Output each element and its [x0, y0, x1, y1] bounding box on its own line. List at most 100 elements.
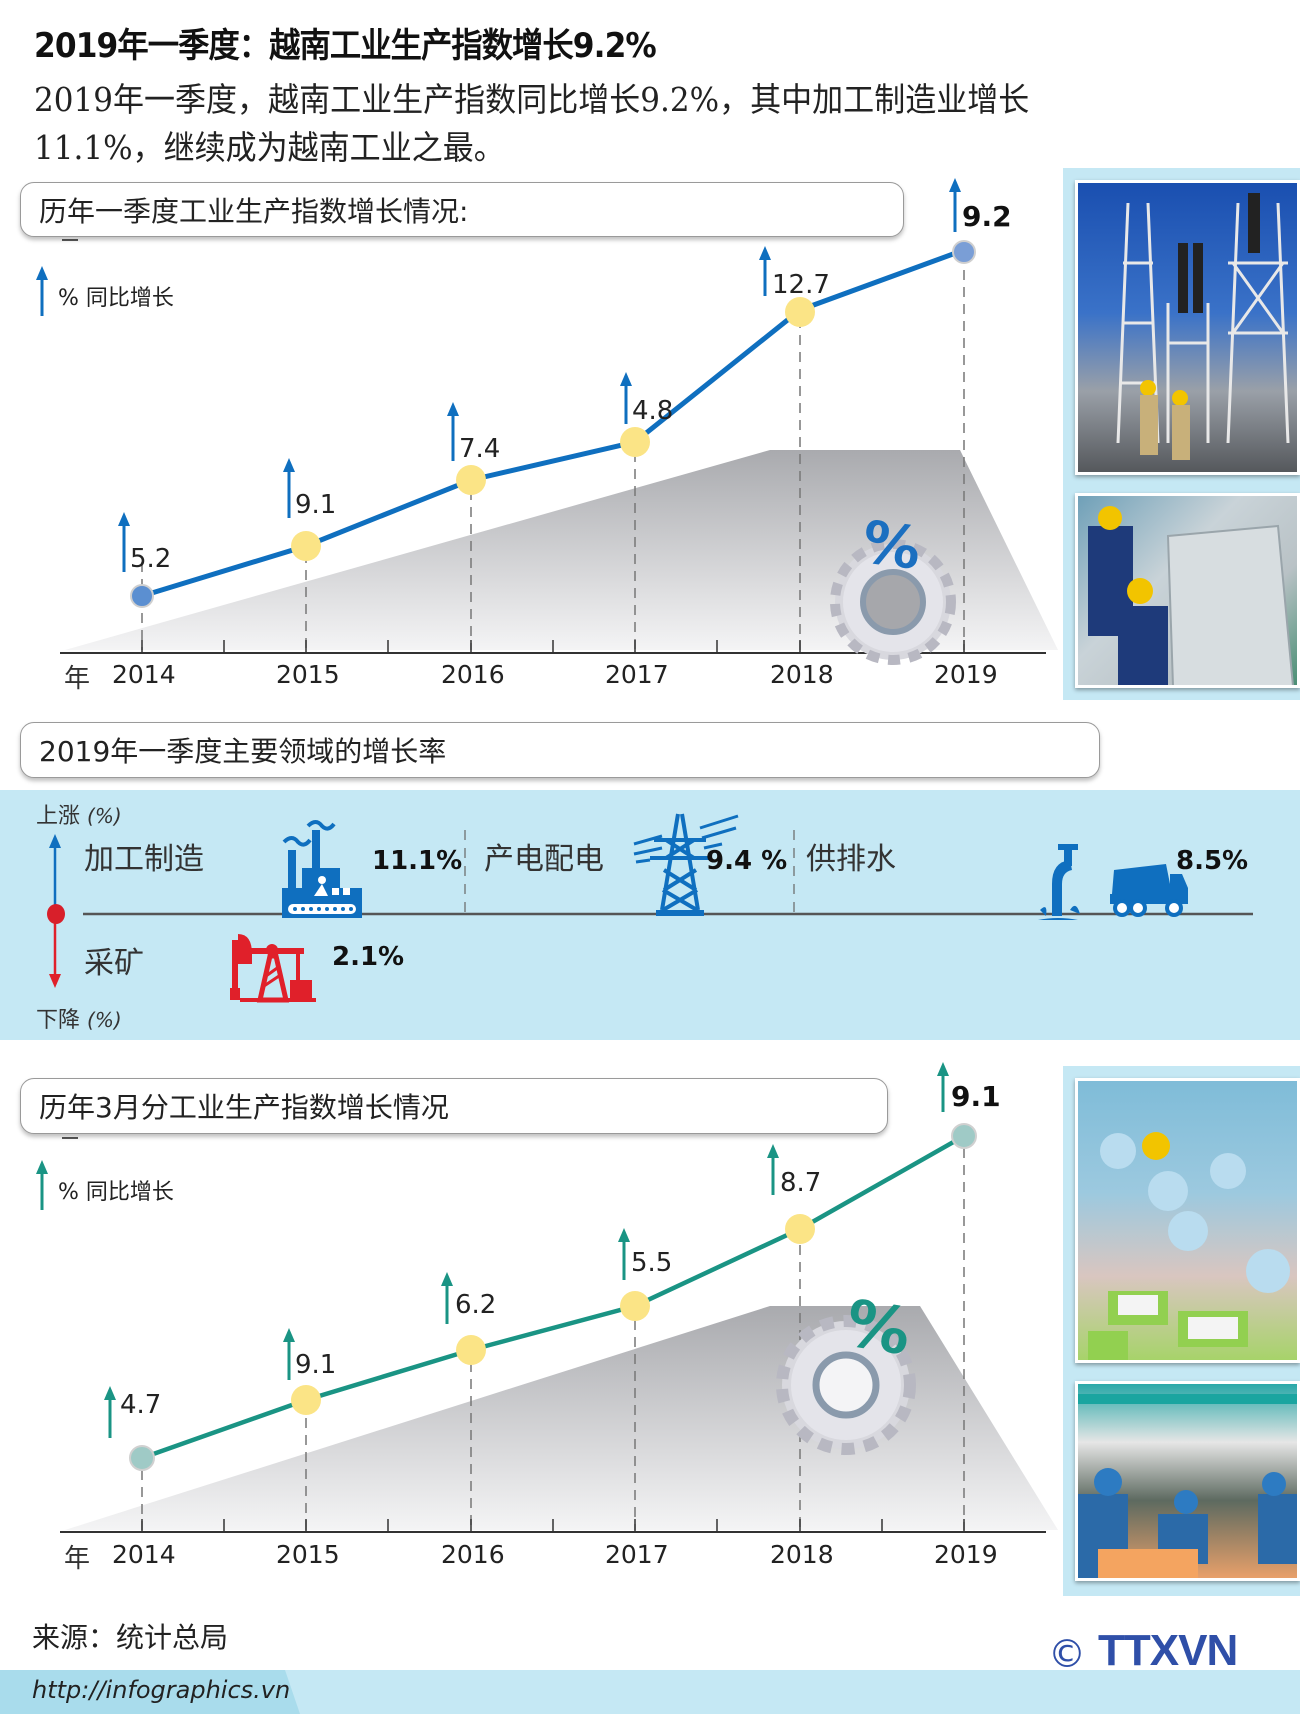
value-label: 9.1 [295, 490, 337, 520]
value-label: 9.2 [962, 200, 1012, 233]
substation-illustration [1116, 193, 1290, 460]
data-point-2016 [456, 1335, 486, 1365]
up-axis-label: 上涨 (%) [36, 798, 122, 830]
photo-sorting-workers [1075, 1381, 1300, 1581]
gray-ramp [65, 1306, 1058, 1530]
data-point-2017 [620, 427, 650, 457]
data-point-2018 [785, 1214, 815, 1244]
chart2-legend-label: % 同比增长 [58, 1180, 174, 1205]
value-label: 4.7 [120, 1390, 162, 1420]
up-unit-text: (%) [87, 804, 122, 828]
x-tick-label: 2014 [112, 1540, 176, 1569]
agency-logo-text: TTXVN [1098, 1626, 1238, 1675]
data-point-2015 [291, 531, 321, 561]
data-point-2014 [130, 584, 154, 608]
website-link[interactable]: http://infographics.vn [32, 1676, 291, 1704]
x-tick-label: 2019 [934, 1540, 998, 1569]
sector-value-water: 8.5% [1176, 846, 1249, 876]
oil-pump-icon [230, 934, 316, 1003]
gear-icon [830, 539, 956, 665]
chart1-title-box: 历年一季度工业生产指数增长情况: [20, 182, 904, 237]
series-line [141, 247, 965, 599]
value-arrows [104, 1062, 949, 1438]
sector-value-manufacturing: 11.1% [372, 846, 463, 876]
photo-power-substation [1075, 180, 1300, 475]
up-label-text: 上涨 [36, 804, 81, 829]
sector-name-water: 供排水 [806, 842, 896, 877]
x-axis-unit: 年 [64, 664, 91, 694]
x-tick-label: 2018 [770, 660, 834, 689]
down-axis-label: 下降 (%) [36, 1002, 122, 1034]
sector-value-electricity: 9.4 % [706, 846, 788, 876]
percent-icon: % [840, 1287, 916, 1371]
photo-seafood-processing [1075, 1078, 1300, 1363]
intro-text: 2019年一季度，越南工业生产指数同比增长9.2%，其中加工制造业增长 11.1… [34, 76, 1209, 172]
photo-panel-bottom [1063, 1066, 1300, 1596]
down-label-text: 下降 [36, 1008, 81, 1033]
seafood-illustration [1088, 1132, 1290, 1360]
chart-q1-svg: % [36, 178, 1058, 665]
source-text: 来源：统计总局 [32, 1621, 229, 1654]
value-label: 8.7 [780, 1168, 822, 1198]
percent-icon: % [858, 507, 925, 582]
data-point-2014 [129, 1445, 155, 1471]
x-tick-label: 2016 [441, 1540, 505, 1569]
value-label: 9.1 [295, 1350, 337, 1380]
x-tick-label: 2017 [605, 1540, 669, 1569]
water-tap-icon [1038, 844, 1080, 920]
x-tick-label: 2017 [605, 660, 669, 689]
chart1-legend-label: % 同比增长 [58, 286, 174, 311]
x-axis-unit: 年 [64, 1544, 91, 1574]
axis-ticks [141, 1519, 965, 1532]
data-point-2019 [952, 240, 976, 264]
sectors-svg [47, 813, 1253, 1003]
value-label: 7.4 [459, 434, 501, 464]
gray-ramp [65, 450, 1058, 650]
x-tick-label: 2015 [276, 1540, 340, 1569]
data-point-2018 [785, 297, 815, 327]
photo-car-factory [1075, 493, 1300, 688]
copyright-icon: © [1048, 1632, 1086, 1676]
chart2-title-box: 历年3月分工业生产指数增长情况 [20, 1078, 888, 1134]
sector-name-electricity: 产电配电 [484, 842, 604, 877]
x-tick-label: 2015 [276, 660, 340, 689]
value-label: 6.2 [455, 1290, 497, 1320]
photo-panel-top [1063, 168, 1300, 700]
data-point-2019 [951, 1123, 977, 1149]
value-label: 4.8 [632, 396, 674, 426]
sectors-title-box: 2019年一季度主要领域的增长率 [20, 722, 1100, 778]
value-label: 5.2 [130, 544, 172, 574]
data-point-2017 [620, 1291, 650, 1321]
data-point-2015 [291, 1385, 321, 1415]
down-unit-text: (%) [87, 1008, 122, 1032]
series-line [141, 1134, 966, 1461]
page-title: 2019年一季度：越南工业生产指数增长9.2% [34, 26, 657, 66]
origin-dot [47, 904, 65, 924]
chart2-title: 历年3月分工业生产指数增长情况 [39, 1091, 449, 1124]
chart-march-growth: % 历年3月分工业生产指数增长情况 % 同比增长 4.7 9.1 6.2 5.5… [0, 1060, 1060, 1600]
intro-line-1: 2019年一季度，越南工业生产指数同比增长9.2%，其中加工制造业增长 [34, 80, 1030, 119]
sector-value-mining: 2.1% [332, 942, 405, 972]
x-tick-label: 2018 [770, 1540, 834, 1569]
value-label: 9.1 [951, 1080, 1001, 1113]
factory-icon [282, 820, 362, 918]
sectors-panel: 上涨 (%) 下降 (%) 加工制造 11.1% 产电配电 9.4 % 供排水 … [0, 790, 1300, 1040]
sorting-illustration [1078, 1394, 1297, 1578]
dump-truck-icon [1110, 864, 1188, 917]
sector-name-mining: 采矿 [84, 946, 144, 981]
chart-march-svg: % [36, 1062, 1058, 1533]
data-point-2016 [456, 465, 486, 495]
legend-arrow-head [36, 266, 48, 280]
factory-illustration [1088, 506, 1294, 685]
intro-line-2: 11.1%，继续成为越南工业之最。 [34, 128, 505, 167]
chart1-title: 历年一季度工业生产指数增长情况: [39, 194, 469, 228]
legend-arrow-head [36, 1160, 48, 1174]
value-arrows [118, 178, 961, 572]
sectors-title: 2019年一季度主要领域的增长率 [39, 735, 447, 768]
gear-icon [776, 1315, 916, 1455]
sector-name-manufacturing: 加工制造 [84, 842, 204, 877]
chart-q1-growth: % 历年一季度工业生产指数增长情况: % 同比增长 5.2 9.1 7.4 4.… [0, 170, 1060, 694]
value-label: 12.7 [772, 270, 830, 300]
value-label: 5.5 [631, 1248, 673, 1278]
x-tick-label: 2014 [112, 660, 176, 689]
